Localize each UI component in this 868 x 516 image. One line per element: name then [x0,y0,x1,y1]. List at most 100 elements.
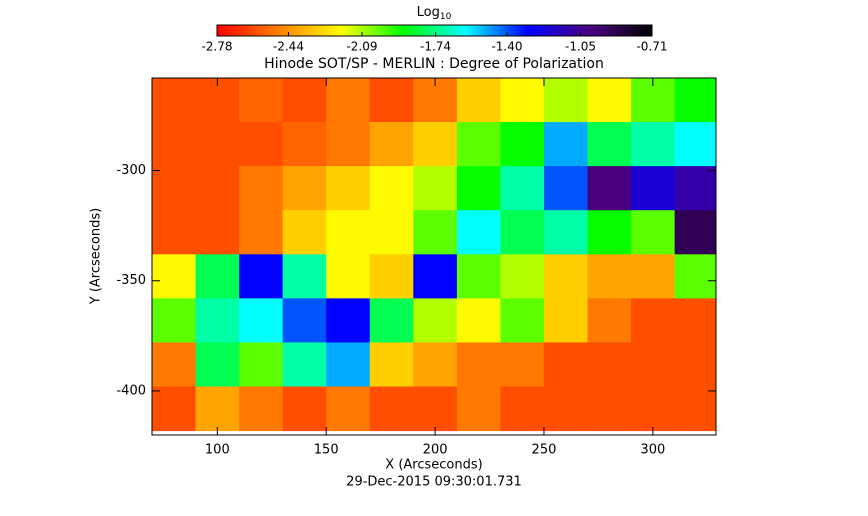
heatmap-cell [195,210,240,255]
heatmap-cell [413,386,458,432]
heatmap-cell [500,166,545,211]
heatmap-cell [631,386,676,432]
x-axis-label: X (Arcseconds) [385,458,482,473]
heatmap-cell [631,210,676,255]
heatmap-cell [674,342,716,388]
heatmap-cell [587,298,632,343]
heatmap-cell [152,210,197,255]
heatmap-cell [369,254,414,299]
x-tick-label: 300 [640,443,665,458]
heatmap-cell [631,254,676,299]
heatmap-cell [500,210,545,255]
colorbar-tick-label: -1.74 [420,40,451,54]
heatmap-cell [369,342,414,388]
heatmap-cell [456,122,501,167]
heatmap-cell [674,166,716,211]
heatmap-cell [631,342,676,388]
colorbar-tick-label: -1.40 [491,40,522,54]
heatmap-cell [456,78,501,123]
heatmap-cell [282,210,327,255]
heatmap-cell [152,254,197,299]
heatmap-cell [326,210,371,255]
heatmap-cell [674,210,716,255]
colorbar-label-base: Log [417,5,440,20]
heatmap-cell [413,342,458,388]
heatmap-cell [456,342,501,388]
heatmap-cell [239,254,284,299]
heatmap-cell [456,298,501,343]
heatmap-cell [282,122,327,167]
heatmap-cell [500,78,545,123]
heatmap-cell [413,122,458,167]
heatmap-cell [413,210,458,255]
heatmap-cell [152,122,197,167]
heatmap-cell [631,166,676,211]
heatmap-cell [326,78,371,123]
heatmap-cell [282,166,327,211]
heatmap-cell [282,342,327,388]
x-tick-label: 200 [423,443,448,458]
heatmap-cell [282,386,327,432]
colorbar-tick-label: -2.78 [201,40,232,54]
heatmap-cell [631,298,676,343]
y-tick-label: -300 [116,163,146,178]
heatmap-cell [587,78,632,123]
colorbar-tick-label: -0.71 [636,40,667,54]
x-tick-label: 250 [532,443,557,458]
colorbar-tick-label: -1.05 [565,40,596,54]
y-axis-label: Y (Arcseconds) [89,208,104,305]
heatmap-cell [369,122,414,167]
heatmap-cell [369,78,414,123]
y-tick-label: -400 [116,383,146,398]
heatmap-cell [152,78,197,123]
heatmap-cell [543,254,589,299]
heatmap [152,78,716,432]
heatmap-cell [152,166,197,211]
heatmap-cell [152,342,197,388]
heatmap-cell [500,298,545,343]
heatmap-cell [543,386,589,432]
heatmap-cell [413,298,458,343]
heatmap-cell [500,342,545,388]
heatmap-cell [500,122,545,167]
heatmap-cell [413,166,458,211]
heatmap-cell [152,298,197,343]
x-tick-label: 150 [314,443,339,458]
heatmap-cell [195,298,240,343]
footer-timestamp: 29-Dec-2015 09:30:01.731 [346,475,522,490]
colorbar-tick-label: -2.44 [273,40,304,54]
heatmap-cell [500,254,545,299]
heatmap-cell [456,210,501,255]
heatmap-cell [239,298,284,343]
heatmap-cell [239,342,284,388]
x-tick-label: 100 [205,443,230,458]
colorbar-label-sub: 10 [440,12,452,22]
heatmap-cell [195,386,240,432]
heatmap-cell [543,298,589,343]
heatmap-cell [326,386,371,432]
heatmap-cell [674,386,716,432]
heatmap-cell [195,342,240,388]
heatmap-cell [282,78,327,123]
plot-frame [151,77,717,436]
heatmap-cell [195,254,240,299]
heatmap-cell [587,254,632,299]
heatmap-cell [369,386,414,432]
heatmap-cell [631,122,676,167]
heatmap-cell [674,122,716,167]
heatmap-cell [369,210,414,255]
heatmap-cell [239,78,284,123]
y-tick-label: -350 [116,273,146,288]
heatmap-cell [587,342,632,388]
heatmap-cell [239,166,284,211]
colorbar-tick-label: -2.09 [346,40,377,54]
heatmap-cell [500,386,545,432]
heatmap-cell [369,166,414,211]
heatmap-cell [152,386,197,432]
heatmap-cell [326,254,371,299]
heatmap-cell [326,166,371,211]
heatmap-cell [456,254,501,299]
heatmap-cell [282,298,327,343]
heatmap-cell [195,166,240,211]
heatmap-cell [543,166,589,211]
